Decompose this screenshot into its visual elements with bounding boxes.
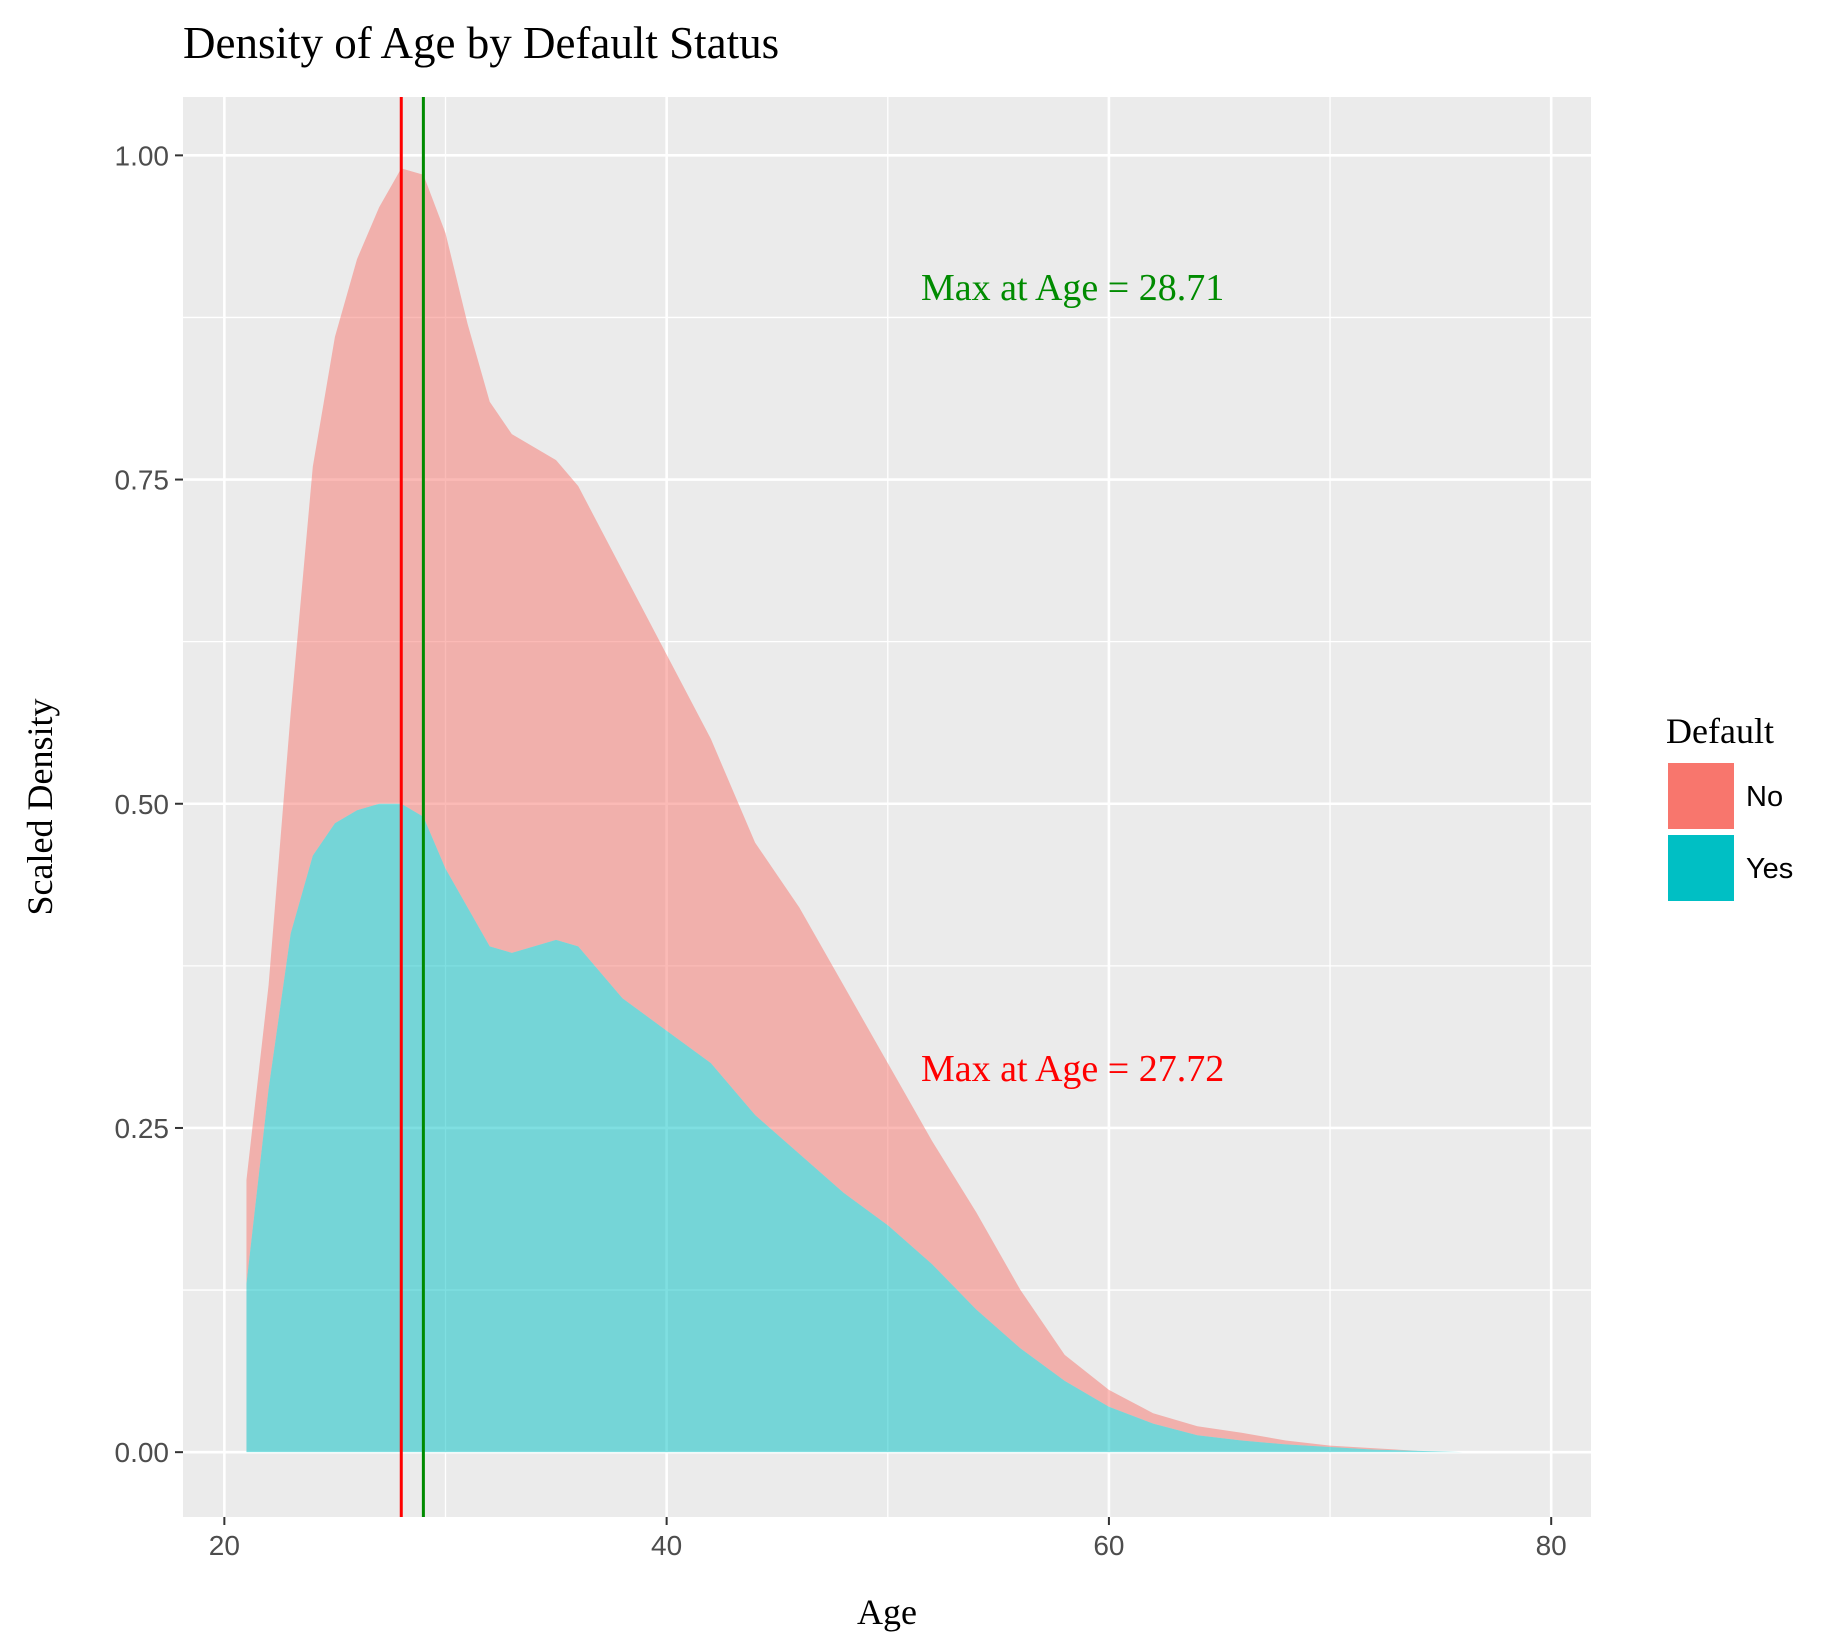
density-area <box>246 803 1463 1453</box>
y-axis-label: Scaled Density <box>20 699 60 916</box>
density-area <box>246 168 1463 1453</box>
legend-key <box>1668 763 1734 829</box>
annotation: Max at Age = 27.72 <box>921 1048 1224 1090</box>
x-tick-label: 20 <box>209 1530 240 1561</box>
chart-title: Density of Age by Default Status <box>183 18 779 68</box>
y-tick-label: 0.25 <box>115 1113 170 1144</box>
legend-label: No <box>1746 781 1783 813</box>
legend-title: Default <box>1666 711 1774 751</box>
x-axis-label: Age <box>857 1592 917 1632</box>
y-tick-label: 0.75 <box>115 465 170 496</box>
x-tick-label: 80 <box>1536 1530 1567 1561</box>
y-tick-label: 0.50 <box>115 789 170 820</box>
x-tick-label: 60 <box>1093 1530 1124 1561</box>
y-tick-label: 0.00 <box>115 1437 170 1468</box>
x-tick-label: 40 <box>651 1530 682 1561</box>
annotation: Max at Age = 28.71 <box>921 267 1224 309</box>
y-tick-label: 1.00 <box>115 140 170 171</box>
legend-key <box>1668 835 1734 901</box>
legend-label: Yes <box>1746 853 1793 885</box>
